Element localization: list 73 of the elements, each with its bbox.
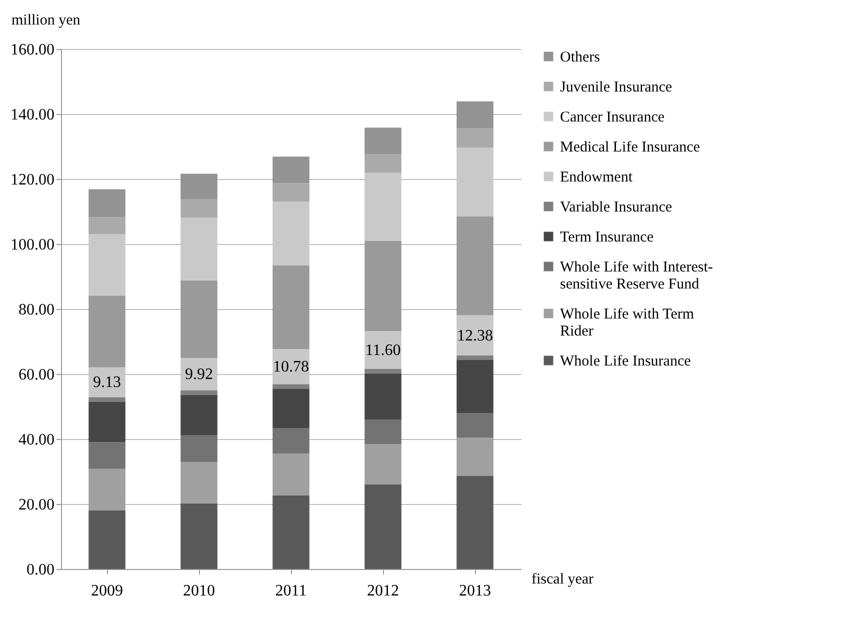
bar (456, 216, 494, 316)
bar (456, 101, 494, 128)
bar (88, 510, 126, 569)
y-axis-title: million yen (12, 12, 81, 28)
bar (180, 174, 218, 200)
legend-label: Term Insurance (560, 230, 654, 246)
bar (456, 476, 494, 569)
bar (180, 199, 218, 218)
y-tick-label: 40.00 (18, 432, 54, 448)
bar (180, 394, 218, 436)
bar (88, 189, 126, 218)
bar (272, 384, 310, 389)
legend-label: Endowment (560, 170, 634, 186)
bar (364, 444, 402, 484)
legend-label: Whole Life with Term Rider (560, 306, 694, 340)
bar (364, 240, 402, 332)
bar (456, 128, 494, 148)
bar (88, 468, 126, 510)
legend-label: Whole Life Insurance (560, 354, 692, 370)
legend-label: Whole Life with Interest-sensitive Reserve Fund (560, 260, 713, 292)
bar (88, 217, 126, 234)
legend-label: Medical Life Insurance (560, 140, 700, 156)
y-tick-label: 20.00 (18, 496, 54, 514)
legend-label: Cancer Insurance (560, 110, 665, 126)
data-label: 9.92 (185, 366, 213, 384)
bar (364, 368, 402, 374)
bar (88, 442, 126, 469)
bar (456, 315, 494, 356)
data-label: 12.38 (457, 327, 493, 344)
bar (456, 355, 494, 360)
bar (272, 388, 310, 428)
bar (456, 438, 494, 476)
y-tick-label: 140.00 (10, 106, 54, 124)
x-tick-label: 2011 (275, 582, 307, 600)
bar (88, 397, 126, 402)
y-tick-label: 160.00 (10, 42, 54, 58)
legend-label: Variable Insurance (560, 200, 672, 216)
bar (364, 373, 402, 420)
x-tick-label: 2010 (183, 582, 215, 600)
y-tick-label: 80.00 (18, 302, 54, 318)
bar (180, 280, 218, 358)
y-tick-label: 0.00 (26, 562, 54, 578)
bar (272, 156, 310, 184)
data-label: 9.13 (93, 374, 121, 392)
bar (364, 154, 402, 173)
bar (272, 428, 310, 454)
x-tick-label: 2012 (367, 582, 399, 600)
y-tick-label: 100.00 (10, 236, 54, 254)
bar (88, 296, 126, 368)
x-axis-title: fiscal year (532, 572, 594, 588)
data-label: 10.78 (273, 358, 309, 376)
x-tick-label: 2013 (459, 582, 491, 600)
bar (180, 462, 218, 504)
bar (456, 413, 494, 438)
bar (364, 420, 402, 444)
bar (88, 402, 126, 442)
bar (364, 484, 402, 569)
y-tick-label: 120.00 (10, 172, 54, 188)
bar (364, 128, 402, 154)
bar (180, 503, 218, 569)
bar (180, 435, 218, 462)
legend-label: Juvenile Insurance (560, 80, 672, 96)
bar (272, 454, 310, 496)
bar (180, 390, 218, 395)
bar (272, 266, 310, 350)
y-tick-label: 60.00 (18, 366, 54, 384)
data-label: 11.60 (365, 342, 401, 359)
x-tick-label: 2009 (91, 582, 123, 600)
bar (456, 360, 494, 413)
bar (364, 331, 402, 369)
legend-label: Others (560, 50, 600, 66)
bar (272, 495, 310, 569)
bar (272, 183, 310, 202)
